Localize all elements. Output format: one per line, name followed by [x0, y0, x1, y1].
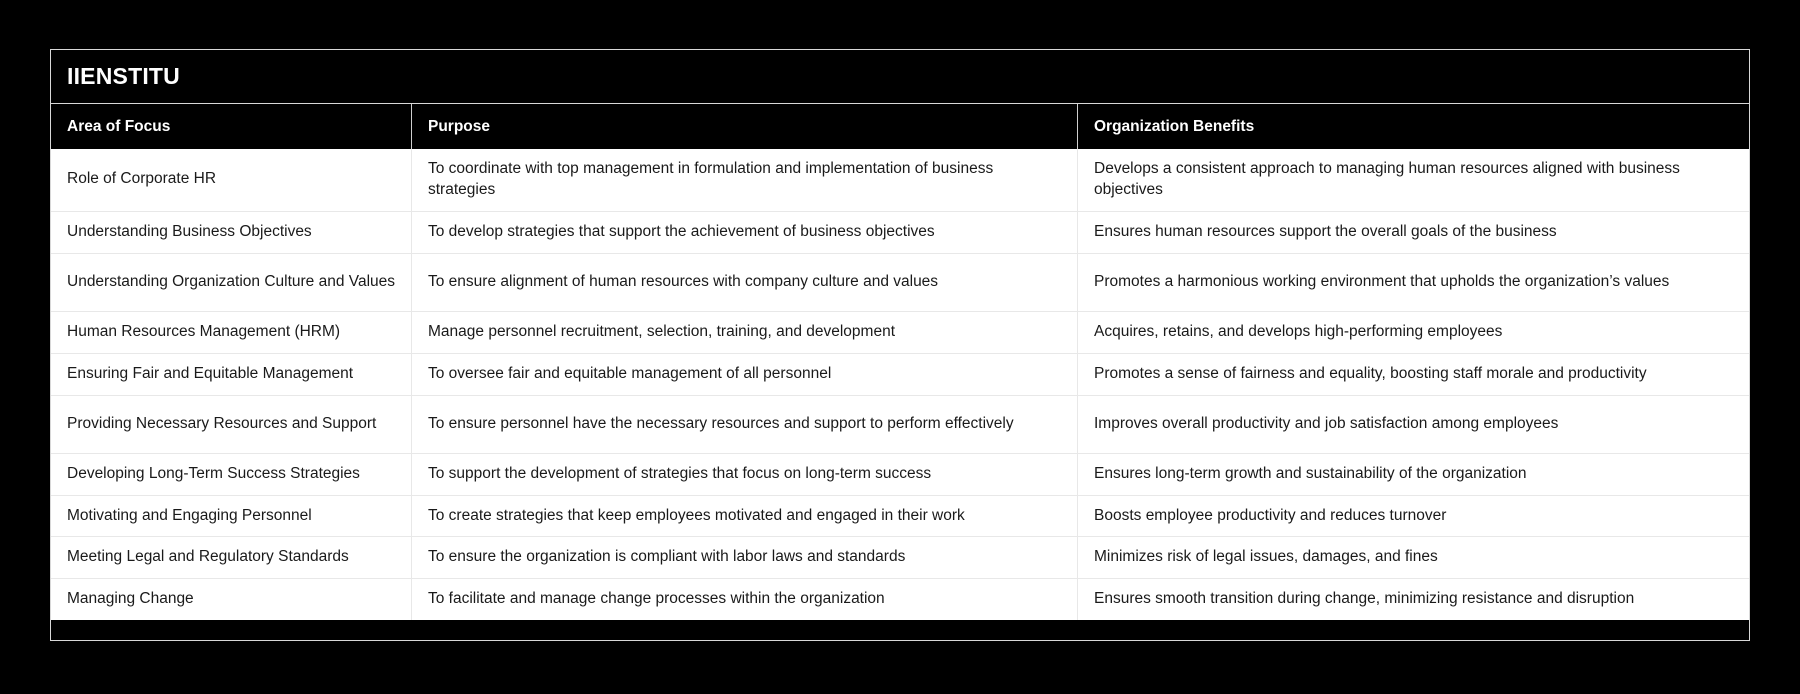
cell-purpose: To create strategies that keep employees…: [411, 495, 1077, 537]
cell-organization-benefits: Boosts employee productivity and reduces…: [1077, 495, 1749, 537]
cell-organization-benefits: Improves overall productivity and job sa…: [1077, 395, 1749, 453]
brand-title: IIENSTITU: [67, 63, 180, 89]
cell-purpose: To facilitate and manage change processe…: [411, 579, 1077, 621]
cell-purpose: To coordinate with top management in for…: [411, 149, 1077, 211]
cell-purpose: To develop strategies that support the a…: [411, 211, 1077, 253]
cell-organization-benefits: Ensures smooth transition during change,…: [1077, 579, 1749, 621]
cell-area-of-focus: Ensuring Fair and Equitable Management: [67, 364, 354, 382]
cell-area-of-focus: Managing Change: [67, 590, 194, 608]
cell-purpose: To ensure alignment of human resources w…: [411, 253, 1077, 311]
cell-organization-benefits: Minimizes risk of legal issues, damages,…: [1077, 537, 1749, 579]
table-row[interactable]: Understanding Organization Culture and V…: [51, 252, 1749, 311]
cell-purpose: To ensure personnel have the necessary r…: [411, 395, 1077, 453]
column-header-area-of-focus[interactable]: Area of Focus: [51, 104, 411, 149]
hr-focus-table-card: IIENSTITU Area of Focus Purpose Organiza…: [50, 49, 1750, 641]
cell-area-of-focus: Developing Long-Term Success Strategies: [67, 464, 360, 482]
cell-area-of-focus: Understanding Business Objectives: [67, 222, 312, 240]
cell-purpose: To support the development of strategies…: [411, 453, 1077, 495]
cell-organization-benefits: Develops a consistent approach to managi…: [1077, 149, 1749, 211]
cell-area-of-focus: Motivating and Engaging Personnel: [67, 506, 312, 524]
table-row[interactable]: Human Resources Management (HRM) Manage p…: [51, 310, 1749, 353]
brand-bar: IIENSTITU: [51, 50, 1749, 104]
cell-purpose: Manage personnel recruitment, selection,…: [411, 311, 1077, 353]
table-row[interactable]: Providing Necessary Resources and Suppor…: [51, 394, 1749, 453]
table-row[interactable]: Ensuring Fair and Equitable Management To…: [51, 352, 1749, 395]
table-row[interactable]: Motivating and Engaging Personnel To crea…: [51, 494, 1749, 537]
cell-area-of-focus: Role of Corporate HR: [67, 170, 217, 188]
cell-purpose: To oversee fair and equitable management…: [411, 353, 1077, 395]
cell-area-of-focus: Providing Necessary Resources and Suppor…: [67, 414, 377, 432]
cell-organization-benefits: Ensures human resources support the over…: [1077, 211, 1749, 253]
table-row[interactable]: Managing Change To facilitate and manage …: [51, 578, 1749, 621]
table-row[interactable]: Meeting Legal and Regulatory Standards To…: [51, 536, 1749, 579]
table-row[interactable]: Role of Corporate HR To coordinate with t…: [51, 149, 1749, 211]
table-row[interactable]: Understanding Business Objectives To deve…: [51, 210, 1749, 253]
table-row[interactable]: Developing Long-Term Success Strategies T…: [51, 452, 1749, 495]
cell-organization-benefits: Acquires, retains, and develops high-per…: [1077, 311, 1749, 353]
column-header-purpose[interactable]: Purpose: [411, 104, 1077, 149]
cell-purpose: To ensure the organization is compliant …: [411, 537, 1077, 579]
cell-area-of-focus: Human Resources Management (HRM): [67, 322, 341, 340]
cell-organization-benefits: Promotes a harmonious working environmen…: [1077, 253, 1749, 311]
cell-area-of-focus: Meeting Legal and Regulatory Standards: [67, 548, 349, 566]
table-body: Role of Corporate HR To coordinate with t…: [51, 149, 1749, 621]
cell-area-of-focus: Understanding Organization Culture and V…: [67, 272, 395, 290]
table-header-row: Area of Focus Purpose Organization Benef…: [51, 104, 1749, 149]
column-header-organization-benefits[interactable]: Organization Benefits: [1077, 104, 1749, 149]
cell-organization-benefits: Ensures long-term growth and sustainabil…: [1077, 453, 1749, 495]
cell-organization-benefits: Promotes a sense of fairness and equalit…: [1077, 353, 1749, 395]
